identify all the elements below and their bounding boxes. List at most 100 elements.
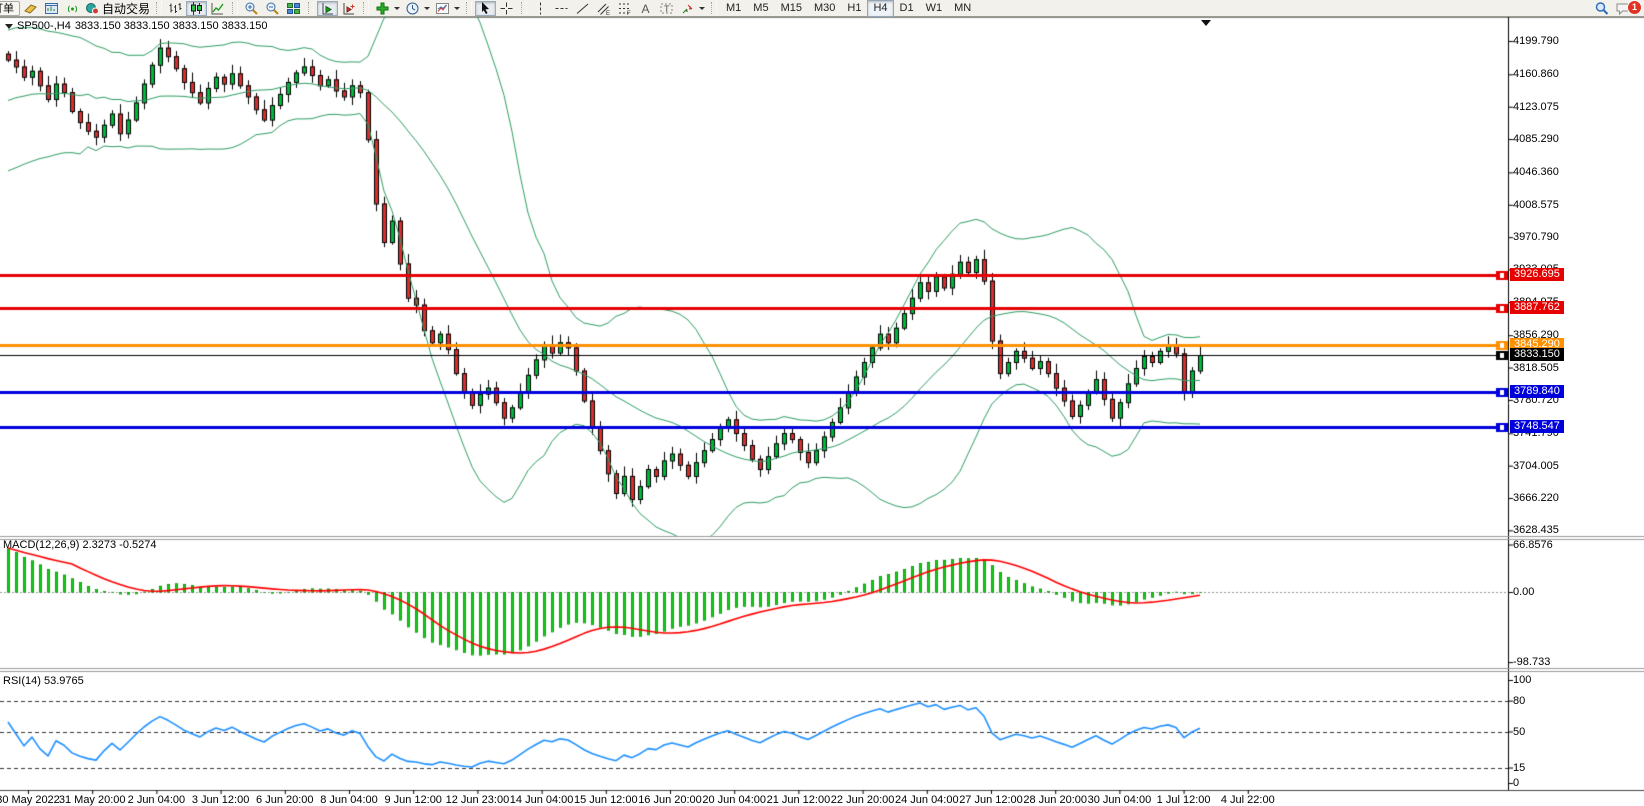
templates-button[interactable]	[432, 1, 453, 16]
level-price-label: 3748.547	[1510, 420, 1564, 434]
text-label-button[interactable]: T	[656, 1, 677, 16]
group-grip[interactable]	[232, 2, 239, 14]
chart-shift-marker[interactable]	[1201, 20, 1211, 26]
dropdown-caret-icon[interactable]	[424, 6, 431, 10]
timeframe-h1[interactable]: H1	[847, 1, 862, 14]
group-grip[interactable]	[363, 2, 370, 14]
search-icon[interactable]	[1591, 1, 1612, 16]
time-tick: 9 Jun 12:00	[384, 794, 442, 806]
chart-canvas[interactable]	[0, 17, 1644, 804]
price-tick: 3818.505	[1513, 361, 1559, 374]
toolbar-group	[462, 0, 517, 17]
level-price-label: 3926.695	[1510, 267, 1564, 281]
text-button[interactable]: A	[635, 1, 656, 16]
time-tick: 30 May 2022	[0, 794, 60, 806]
periods-button[interactable]	[402, 1, 423, 16]
indicators-button[interactable]	[372, 1, 393, 16]
toolbar-group	[228, 0, 304, 17]
autotrade-label: 自动交易	[102, 1, 151, 16]
group-grip[interactable]	[308, 2, 315, 14]
symbol-period-label: SP500-,H4	[17, 20, 71, 32]
chart-window: SP500-,H4 3833.150 3833.150 3833.150 383…	[0, 17, 1644, 806]
time-tick: 8 Jun 04:00	[320, 794, 378, 806]
order-button[interactable]: 订单	[0, 0, 20, 16]
group-grip[interactable]	[156, 2, 163, 14]
group-grip[interactable]	[711, 2, 718, 14]
timeframe-m5[interactable]: M5	[753, 1, 769, 14]
macd-tick: -98.733	[1513, 656, 1551, 669]
dropdown-caret-icon[interactable]	[454, 6, 461, 10]
price-tick: 3704.005	[1513, 459, 1559, 472]
time-tick: 31 May 20:00	[58, 794, 126, 806]
level-price-label: 3845.290	[1510, 337, 1564, 351]
symbol-dropdown-icon[interactable]	[5, 23, 13, 29]
chart-title: SP500-,H4 3833.150 3833.150 3833.150 383…	[5, 20, 268, 32]
price-tick: 4046.360	[1513, 166, 1559, 179]
candles-chart-button[interactable]	[186, 0, 208, 16]
rsi-tick: 15	[1513, 761, 1526, 774]
tile-windows-button[interactable]	[283, 1, 304, 16]
price-tick: 4008.575	[1513, 198, 1559, 211]
fibonacci-button[interactable]: F	[614, 1, 635, 16]
timeframe-m1[interactable]: M1	[726, 1, 742, 14]
timeframe-group: M1 M5 M15 M30 H1 H4 D1 W1 MN	[707, 0, 977, 17]
bars-chart-button[interactable]	[165, 1, 186, 16]
timeframe-h4[interactable]: H4	[867, 0, 894, 17]
svg-text:E: E	[606, 11, 610, 16]
time-tick: 6 Jun 20:00	[256, 794, 314, 806]
level-price-label: 3789.840	[1510, 385, 1564, 399]
group-grip[interactable]	[521, 2, 528, 14]
cursor-button[interactable]	[475, 0, 497, 16]
crosshair-button[interactable]	[496, 1, 517, 16]
tag-button[interactable]	[20, 1, 41, 16]
zoom-in-button[interactable]	[241, 1, 262, 16]
toolbar-group: 订单 自动交易	[0, 0, 152, 17]
timeframe-w1[interactable]: W1	[925, 1, 943, 14]
time-tick: 16 Jun 20:00	[638, 794, 702, 806]
arrows-button[interactable]	[677, 1, 698, 16]
timeframe-mn[interactable]: MN	[954, 1, 972, 14]
toolbar-group	[359, 0, 462, 17]
dropdown-caret-icon[interactable]	[394, 6, 401, 10]
timeframe-m15[interactable]: M15	[780, 1, 802, 14]
svg-text:A: A	[642, 2, 650, 16]
dropdown-caret-icon[interactable]	[699, 6, 706, 10]
rsi-tick: 100	[1513, 674, 1532, 686]
rsi-tick: 0	[1513, 777, 1520, 789]
timeframe-m30[interactable]: M30	[813, 1, 836, 14]
macd-label: MACD(12,26,9) 2.3273 -0.5274	[3, 539, 157, 551]
auto-scroll-button[interactable]	[317, 0, 339, 16]
price-tick: 4199.790	[1513, 34, 1559, 47]
time-tick: 22 Jun 20:00	[830, 794, 895, 806]
macd-tick: 0.00	[1513, 586, 1535, 598]
toolbar: 订单 自动交易 E F A T M1 M5 M15 M30 H1 H4 D1 W1 MN 1	[0, 0, 1644, 17]
macd-tick: 66.8576	[1513, 538, 1553, 551]
horizontal-line-button[interactable]	[551, 1, 572, 16]
line-chart-button[interactable]	[207, 1, 228, 16]
time-tick: 15 Jun 12:00	[573, 794, 638, 806]
toolbar-group	[152, 0, 228, 17]
channel-button[interactable]: E	[593, 1, 614, 16]
level-price-label: 3887.762	[1510, 301, 1564, 315]
time-tick: 30 Jun 04:00	[1087, 794, 1152, 806]
notification-badge[interactable]: 1	[1627, 0, 1642, 15]
time-tick: 27 Jun 12:00	[959, 794, 1023, 806]
signals-button[interactable]	[62, 1, 83, 16]
chart-shift-button[interactable]	[338, 1, 359, 16]
group-grip[interactable]	[466, 2, 473, 14]
time-tick: 24 Jun 04:00	[894, 794, 959, 806]
autotrade-button[interactable]: 自动交易	[83, 1, 152, 16]
price-tick: 4123.075	[1513, 100, 1559, 113]
toolbar-group	[304, 0, 359, 17]
svg-text:T: T	[664, 4, 670, 14]
time-tick: 28 Jun 20:00	[1023, 794, 1087, 806]
zoom-out-button[interactable]	[262, 1, 283, 16]
trendline-button[interactable]	[572, 1, 593, 16]
price-tick: 3628.435	[1513, 524, 1559, 537]
time-tick: 12 Jun 23:00	[445, 794, 510, 806]
timeframe-d1[interactable]: D1	[899, 1, 914, 14]
svg-text:F: F	[627, 11, 631, 16]
chart-window-button[interactable]	[41, 1, 62, 16]
time-tick: 20 Jun 04:00	[702, 794, 766, 806]
vertical-line-button[interactable]	[530, 1, 551, 16]
